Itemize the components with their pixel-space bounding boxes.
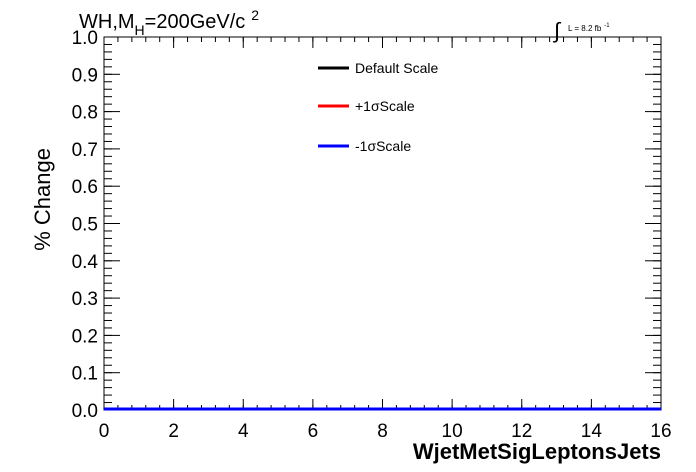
luminosity-label: L = 8.2 fb -1 xyxy=(568,23,610,33)
y-tick-label: 0.6 xyxy=(72,177,98,198)
x-tick-label: 8 xyxy=(377,421,388,442)
y-tick-label: 0.0 xyxy=(72,401,98,422)
x-tick-label: 14 xyxy=(581,421,603,442)
y-tick-label: 1.0 xyxy=(72,28,98,49)
plot-title: WH,MH=200GeV/c 2 xyxy=(79,7,259,38)
y-tick-label: 0.3 xyxy=(72,289,98,310)
x-tick-label: 12 xyxy=(511,421,532,442)
y-tick-label: 0.2 xyxy=(72,326,98,347)
legend-label-default: Default Scale xyxy=(355,60,438,76)
legend-label-plus1sigma: +1σScale xyxy=(355,98,415,114)
x-tick-label: 4 xyxy=(238,421,249,442)
y-tick-label: 0.8 xyxy=(72,103,98,124)
integral-sign: ∫ xyxy=(552,18,562,43)
y-tick-label: 0.9 xyxy=(72,65,98,86)
x-tick-label: 0 xyxy=(99,421,110,442)
y-tick-label: 0.5 xyxy=(72,215,98,236)
x-tick-label: 6 xyxy=(308,421,319,442)
axis-ticks xyxy=(103,36,662,411)
x-tick-label: 2 xyxy=(168,421,179,442)
y-tick-label: 0.1 xyxy=(72,364,98,385)
y-tick-label: 0.7 xyxy=(72,140,98,161)
legend: Default Scale +1σScale -1σScale xyxy=(318,60,438,154)
legend-label-minus1sigma: -1σScale xyxy=(355,138,411,154)
tick-labels: 0 2 4 6 8 10 12 14 16 0.0 0.1 0.2 0.3 0.4 0.5 0.6 0.7 0.8… xyxy=(72,28,672,442)
plot-frame xyxy=(103,36,662,411)
x-tick-label: 10 xyxy=(442,421,463,442)
y-axis-title: % Change xyxy=(30,148,55,251)
x-axis-title: WjetMetSigLeptonsJets xyxy=(413,439,661,464)
x-tick-label: 16 xyxy=(650,421,671,442)
y-tick-label: 0.4 xyxy=(72,252,99,273)
